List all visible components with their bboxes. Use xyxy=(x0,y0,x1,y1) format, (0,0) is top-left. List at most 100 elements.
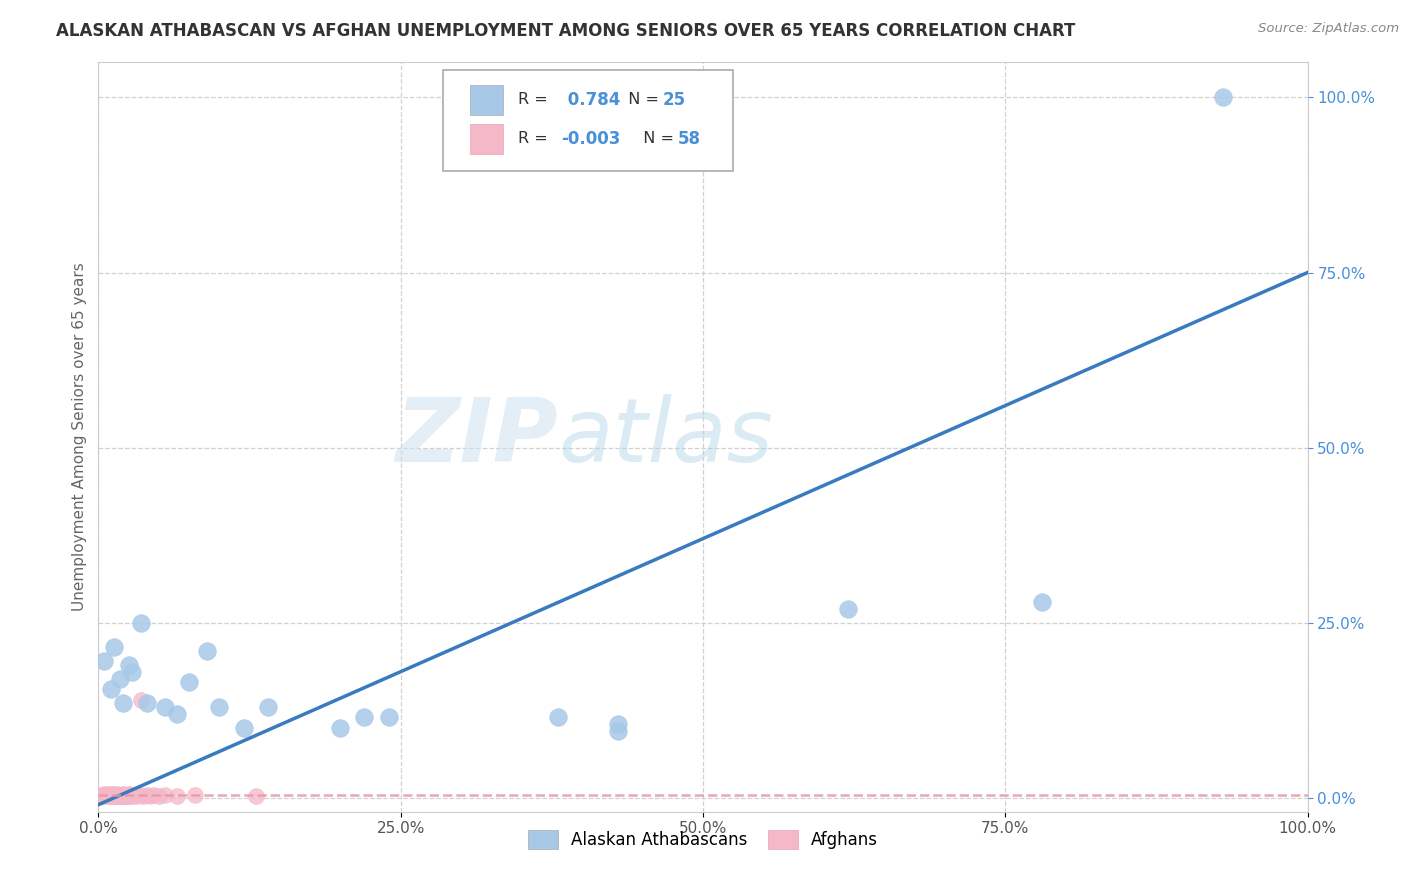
Point xyxy=(101,789,124,803)
Point xyxy=(97,788,120,802)
Point xyxy=(139,789,162,803)
Text: -0.003: -0.003 xyxy=(561,130,621,148)
Point xyxy=(103,789,125,803)
Point xyxy=(128,788,150,802)
Point xyxy=(100,788,122,802)
Text: Source: ZipAtlas.com: Source: ZipAtlas.com xyxy=(1258,22,1399,36)
Point xyxy=(96,787,118,801)
Point xyxy=(121,789,143,803)
Point xyxy=(103,787,125,801)
FancyBboxPatch shape xyxy=(470,124,503,153)
Point xyxy=(607,717,630,731)
Point xyxy=(98,789,121,803)
Point xyxy=(107,788,129,802)
Point xyxy=(112,789,135,803)
Text: ALASKAN ATHABASCAN VS AFGHAN UNEMPLOYMENT AMONG SENIORS OVER 65 YEARS CORRELATIO: ALASKAN ATHABASCAN VS AFGHAN UNEMPLOYMEN… xyxy=(56,22,1076,40)
Text: ZIP: ZIP xyxy=(395,393,558,481)
Point xyxy=(93,654,115,668)
Point xyxy=(148,789,170,803)
Point xyxy=(100,682,122,697)
Point xyxy=(108,672,131,686)
Text: R =: R = xyxy=(517,93,553,107)
Point xyxy=(143,788,166,802)
Point xyxy=(329,721,352,735)
Point xyxy=(111,787,134,801)
Point xyxy=(208,699,231,714)
Text: 25: 25 xyxy=(664,91,686,109)
Point xyxy=(245,789,267,803)
Point xyxy=(105,789,128,803)
FancyBboxPatch shape xyxy=(443,70,734,171)
Text: 58: 58 xyxy=(678,130,700,148)
Y-axis label: Unemployment Among Seniors over 65 years: Unemployment Among Seniors over 65 years xyxy=(72,263,87,611)
Text: 0.784: 0.784 xyxy=(561,91,620,109)
Point xyxy=(1212,90,1234,104)
Point xyxy=(377,710,399,724)
Point xyxy=(135,788,157,802)
Point xyxy=(111,788,134,802)
Point xyxy=(120,788,142,802)
Point xyxy=(114,788,136,802)
Point xyxy=(153,788,176,802)
Text: N =: N = xyxy=(633,131,679,146)
Point xyxy=(127,789,149,803)
Point xyxy=(104,788,127,802)
Point xyxy=(166,706,188,721)
Point xyxy=(107,789,129,803)
Point xyxy=(232,721,254,735)
Point xyxy=(91,788,114,802)
Point xyxy=(105,788,128,802)
Point xyxy=(100,787,122,801)
Text: R =: R = xyxy=(517,131,553,146)
Point xyxy=(115,789,138,803)
FancyBboxPatch shape xyxy=(470,85,503,115)
Point xyxy=(129,615,152,630)
Point xyxy=(93,787,115,801)
Point xyxy=(1031,594,1053,608)
Point xyxy=(90,789,112,803)
Point xyxy=(118,787,141,801)
Point xyxy=(837,601,859,615)
Legend: Alaskan Athabascans, Afghans: Alaskan Athabascans, Afghans xyxy=(520,822,886,857)
Point xyxy=(353,710,375,724)
Point xyxy=(124,788,146,802)
Point xyxy=(118,789,141,803)
Point xyxy=(97,789,120,803)
Point xyxy=(256,699,278,714)
Point xyxy=(179,675,201,690)
Point xyxy=(108,789,131,803)
Point xyxy=(100,788,122,802)
Point xyxy=(166,789,188,803)
Point xyxy=(100,789,122,803)
Point xyxy=(118,788,141,802)
Point xyxy=(98,788,121,802)
Point xyxy=(104,789,127,803)
Point xyxy=(115,788,138,802)
Point xyxy=(111,696,134,710)
Text: N =: N = xyxy=(619,93,665,107)
Point xyxy=(184,788,207,802)
Point xyxy=(108,788,131,802)
Point xyxy=(105,787,128,801)
Point xyxy=(117,789,139,803)
Point xyxy=(132,789,155,803)
Point xyxy=(96,788,118,802)
Point xyxy=(101,788,124,802)
Point xyxy=(129,692,152,706)
Point xyxy=(100,789,122,803)
Point xyxy=(547,710,569,724)
Point xyxy=(91,789,114,803)
Point xyxy=(108,788,131,802)
Text: atlas: atlas xyxy=(558,394,773,480)
Point xyxy=(103,640,125,655)
Point xyxy=(607,724,630,739)
Point xyxy=(195,643,218,657)
Point xyxy=(114,789,136,803)
Point xyxy=(110,789,132,803)
Point xyxy=(108,789,131,803)
Point xyxy=(118,657,141,672)
Point xyxy=(94,788,117,802)
Point xyxy=(135,696,157,710)
Point xyxy=(153,699,176,714)
Point xyxy=(121,665,143,679)
